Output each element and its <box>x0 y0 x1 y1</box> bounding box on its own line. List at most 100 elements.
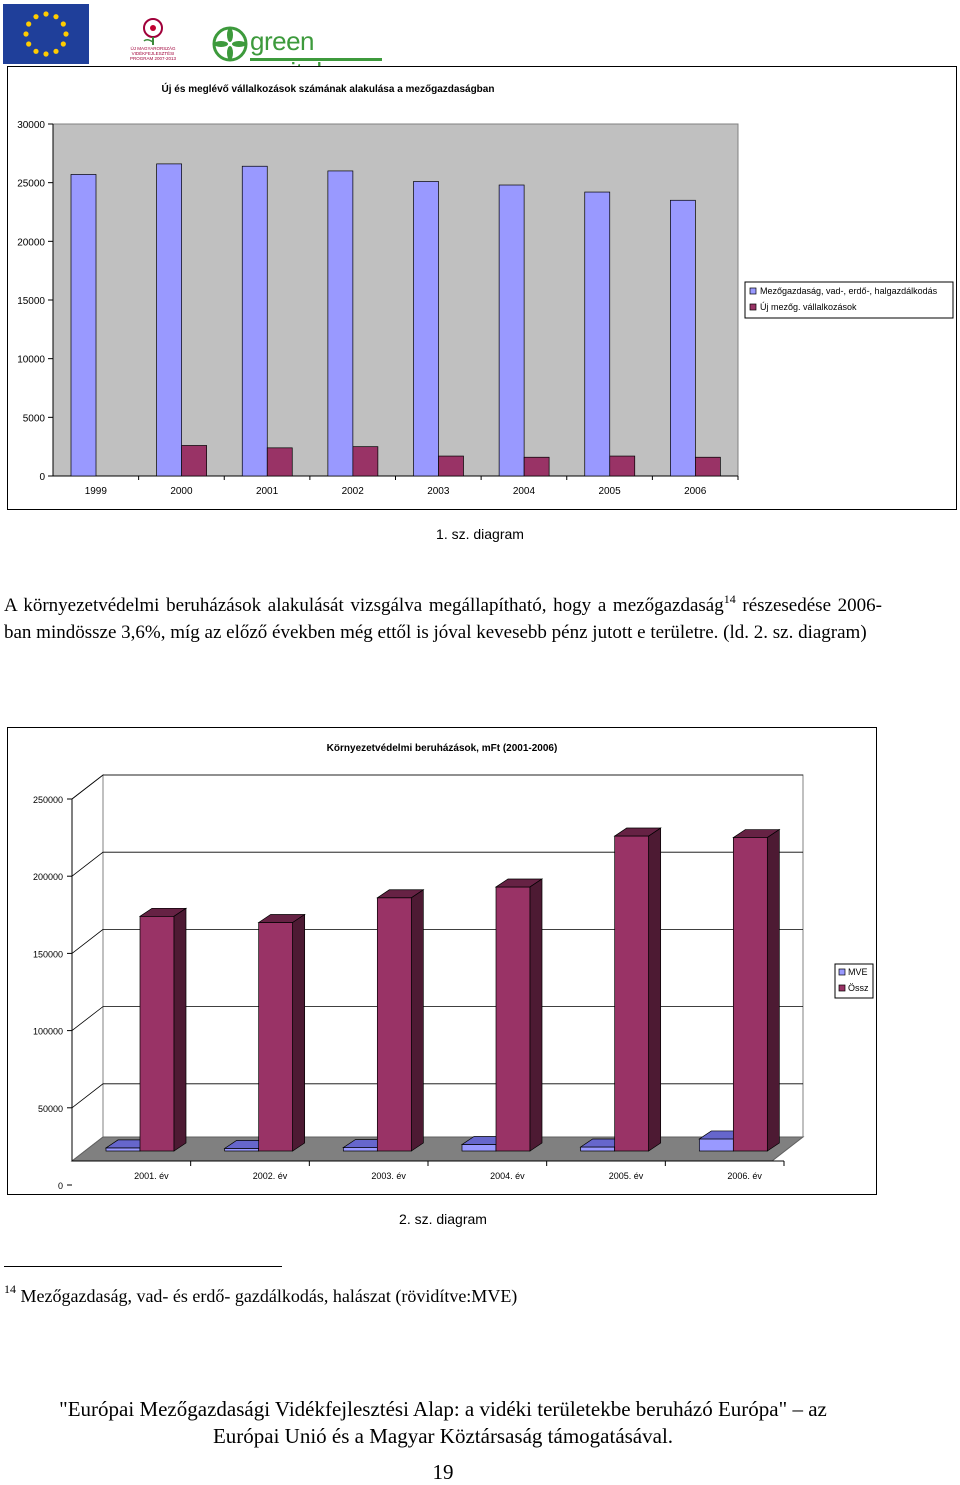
chart2-bar-front <box>376 897 412 1152</box>
chart2-gridline <box>71 774 803 800</box>
chart2-frame: Környezetvédelmi beruházások, mFt (2001-… <box>7 727 877 1195</box>
chart2-bar-side <box>173 907 187 1152</box>
eu-flag-logo <box>3 4 89 64</box>
chart1-bar <box>438 455 464 477</box>
chart2-svg: Környezetvédelmi beruházások, mFt (2001-… <box>33 743 874 1191</box>
leaf-emblem-icon <box>212 26 248 62</box>
flower-icon <box>143 18 163 45</box>
eu-star-icon <box>23 31 29 37</box>
chart2-bar-side <box>648 827 662 1152</box>
chart1-x-tick-label: 2004 <box>513 486 536 497</box>
chart2-bar-side <box>410 889 424 1152</box>
chart2-side-wall <box>71 773 104 1163</box>
eu-star-icon <box>43 11 49 17</box>
chart2-bar-front <box>461 1144 497 1152</box>
chart2-x-tick-label: 2004. év <box>490 1171 525 1181</box>
footnote: 14 Mezőgazdaság, vad- és erdő- gazdálkod… <box>4 1282 518 1307</box>
chart2-x-tick-label: 2003. év <box>371 1171 406 1181</box>
eu-star-icon <box>60 21 66 27</box>
chart2-legend-swatch <box>838 968 846 976</box>
chart1-bar <box>266 447 293 477</box>
footnote-ref: 14 <box>723 592 736 606</box>
chart2-x-tick-label: 2006. év <box>727 1171 762 1181</box>
chart1-y-tick-label: 30000 <box>17 120 45 131</box>
chart1-x-tick-label: 2000 <box>170 486 193 497</box>
chart1-legend-swatch <box>749 303 757 311</box>
chart2-bar-front <box>224 1148 260 1152</box>
chart1-x-tick-label: 2002 <box>342 486 365 497</box>
chart2-bar-front <box>258 922 294 1152</box>
chart2-x-tick-label: 2002. év <box>253 1171 288 1181</box>
chart1-bar <box>156 163 182 477</box>
chart1-bar <box>70 174 97 477</box>
chart2-gridline <box>71 1006 803 1031</box>
eu-star-icon <box>33 48 39 54</box>
chart1-bar <box>413 181 439 477</box>
chart1-bar <box>241 165 268 477</box>
chart2-bar-side <box>292 913 306 1152</box>
chart1-frame: Új és meglévő vállalkozások számának ala… <box>7 66 957 510</box>
chart1-bar <box>609 455 636 477</box>
chart2-bar-front <box>698 1138 734 1152</box>
footnote-separator <box>4 1266 282 1267</box>
chart2-bar-front <box>732 837 768 1152</box>
chart2-gridline <box>71 851 803 877</box>
chart1-x-tick-label: 2005 <box>598 486 621 497</box>
chart2-bar-front <box>342 1147 378 1152</box>
chart1-bar <box>498 184 525 477</box>
chart1-x-tick-label: 2001 <box>256 486 279 497</box>
chart1-legend-label: Mezőgazdaság, vad-, erdő-, halgazdálkodá… <box>760 286 938 296</box>
chart2-legend-label: MVE <box>848 967 868 977</box>
chart2-y-tick-label: 250000 <box>33 795 63 805</box>
eu-star-icon <box>43 51 49 57</box>
chart2-y-tick-label: 200000 <box>33 872 63 882</box>
eu-star-icon <box>26 41 32 47</box>
chart1-legend: Mezőgazdaság, vad-, erdő-, halgazdálkodá… <box>744 281 954 319</box>
chart1-bar <box>352 446 379 477</box>
page-number: 19 <box>432 1460 454 1484</box>
chart2-caption: 2. sz. diagram <box>399 1211 487 1227</box>
chart2-legend-swatch <box>838 984 846 992</box>
chart2-bar-front <box>105 1147 141 1152</box>
chart2-bar-front <box>580 1146 616 1152</box>
eu-star-icon <box>33 14 39 20</box>
chart2-bar-front <box>614 835 650 1152</box>
chart2-title: Környezetvédelmi beruházások, mFt (2001-… <box>327 743 558 754</box>
chart1-bar <box>327 170 354 477</box>
page-footer: "Európai Mezőgazdasági Vidékfejlesztési … <box>0 1396 886 1450</box>
paragraph-text-1: A környezetvédelmi beruházások alakulásá… <box>4 595 724 616</box>
chart1-bar <box>523 456 550 477</box>
footnote-number: 14 <box>4 1282 16 1296</box>
eu-star-icon <box>53 48 59 54</box>
chart2-x-tick-label: 2001. év <box>134 1171 169 1181</box>
footnote-text: Mezőgazdaság, vad- és erdő- gazdálkodás,… <box>16 1286 518 1306</box>
chart2-y-tick-label: 150000 <box>33 949 63 959</box>
eu-star-icon <box>60 41 66 47</box>
chart1-y-tick-label: 10000 <box>17 355 45 366</box>
chart2-y-tick-label: 100000 <box>33 1027 63 1037</box>
chart2-x-tick-label: 2005. év <box>609 1171 644 1181</box>
chart1-plot-area <box>52 123 739 477</box>
chart1-x-tick-label: 2003 <box>427 486 450 497</box>
chart2-gridline <box>71 1083 803 1109</box>
chart1-y-tick-label: 5000 <box>23 413 46 424</box>
chart2-legend-label: Össz <box>848 983 869 993</box>
eu-star-icon <box>53 14 59 20</box>
hu-logo-text: ÚJ MAGYARORSZÁG VIDÉKFEJLESZTÉSI PROGRAM… <box>129 46 177 61</box>
chart2-bar-front <box>495 886 531 1152</box>
paragraph-text-2: részesedése 2006-ban mindössze 3,6%, míg… <box>4 595 883 643</box>
footer-line-2: Európai Unió és a Magyar Köztársaság tám… <box>212 1424 674 1448</box>
chart1-bar <box>670 199 696 477</box>
chart1-svg: Új és meglévő vállalkozások számának ala… <box>17 82 954 497</box>
chart1-bar <box>695 456 721 477</box>
chart1-x-tick-label: 1999 <box>85 486 108 497</box>
chart1-legend-box <box>744 281 954 319</box>
chart1-y-tick-label: 25000 <box>17 179 45 190</box>
body-paragraph: A környezetvédelmi beruházások alakulásá… <box>4 592 882 646</box>
chart2-bar-side <box>529 878 543 1152</box>
footer-line-1: "Európai Mezőgazdasági Vidékfejlesztési … <box>59 1397 827 1421</box>
uj-magyarorszag-logo: ÚJ MAGYARORSZÁG VIDÉKFEJLESZTÉSI PROGRAM… <box>120 14 186 64</box>
chart1-bar <box>181 445 207 477</box>
chart2-gridline <box>71 928 803 954</box>
page-header: ÚJ MAGYARORSZÁG VIDÉKFEJLESZTÉSI PROGRAM… <box>0 0 960 87</box>
